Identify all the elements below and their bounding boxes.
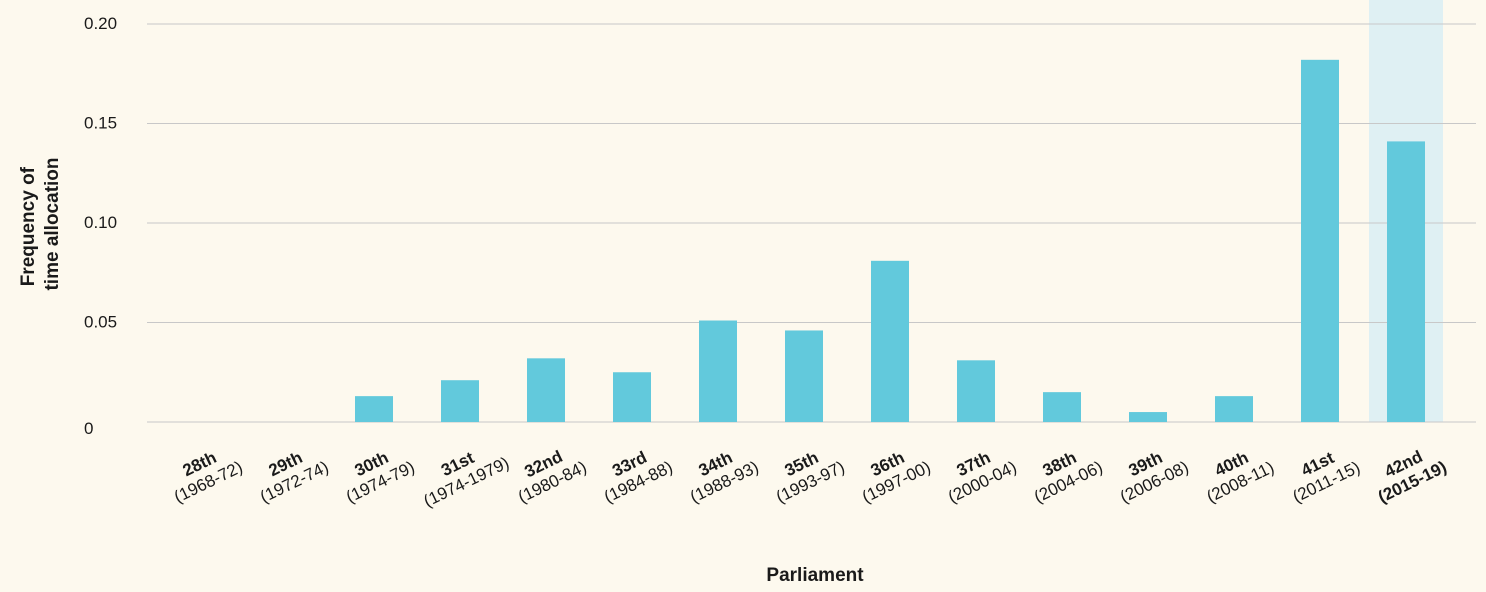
bar-38th (1043, 392, 1081, 422)
y-tick-label: 0.20 (84, 14, 117, 33)
x-tick-label-40th: 40th(2008-11) (1195, 440, 1277, 507)
y-axis-title-line-2: time allocation (42, 157, 63, 290)
y-axis-title-line-1: Frequency of (18, 166, 39, 286)
bar-42nd (1387, 141, 1425, 422)
x-tick-label-34th: 34th(1988-93) (678, 439, 761, 506)
x-tick-label-36th: 36th(1997-00) (850, 439, 933, 506)
x-tick-labels-group: 28th(1968-72) 29th(1972-74) 30th(1974-79) 3… (162, 435, 1450, 511)
bar-36th (871, 260, 909, 422)
bar-35th (785, 330, 823, 422)
y-tick-label: 0 (84, 419, 93, 438)
bar-37th (957, 360, 995, 422)
x-tick-label-39th: 39th(2006-08) (1108, 439, 1191, 506)
x-tick-label-31st: 31st(1974-1979) (412, 435, 512, 511)
bar-34th (699, 320, 737, 422)
x-tick-label-30th: 30th(1974-79) (334, 439, 417, 506)
bar-41st (1301, 59, 1339, 422)
bar-39th (1129, 412, 1167, 422)
bar-30th (355, 396, 393, 422)
x-axis-title: Parliament (766, 565, 864, 586)
y-tick-label: 0.10 (84, 213, 117, 232)
x-tick-label-37th: 37th(2000-04) (936, 439, 1019, 506)
x-tick-label-41st: 41st(2011-15) (1281, 440, 1363, 507)
x-tick-label-38th: 38th(2004-06) (1022, 439, 1105, 506)
y-tick-label: 0.15 (84, 114, 117, 133)
y-tick-label: 0.05 (84, 313, 117, 332)
bar-32nd (527, 358, 565, 422)
bars-group (355, 59, 1425, 422)
y-tick-labels-group: 0 0.05 0.10 0.15 0.20 (84, 14, 117, 438)
x-tick-label-35th: 35th(1993-97) (764, 439, 847, 506)
x-tick-label-33rd: 33rd(1984-88) (592, 439, 675, 506)
bar-33rd (613, 372, 651, 422)
bar-40th (1215, 396, 1253, 422)
x-tick-label-29th: 29th(1972-74) (248, 439, 331, 506)
x-tick-label-32nd: 32nd(1980-84) (506, 439, 589, 506)
x-tick-label-28th: 28th(1968-72) (162, 439, 245, 506)
bar-31st (441, 380, 479, 422)
x-tick-label-42nd: 42nd(2015-19) (1366, 439, 1449, 506)
y-axis-title: Frequency of time allocation (18, 157, 63, 290)
